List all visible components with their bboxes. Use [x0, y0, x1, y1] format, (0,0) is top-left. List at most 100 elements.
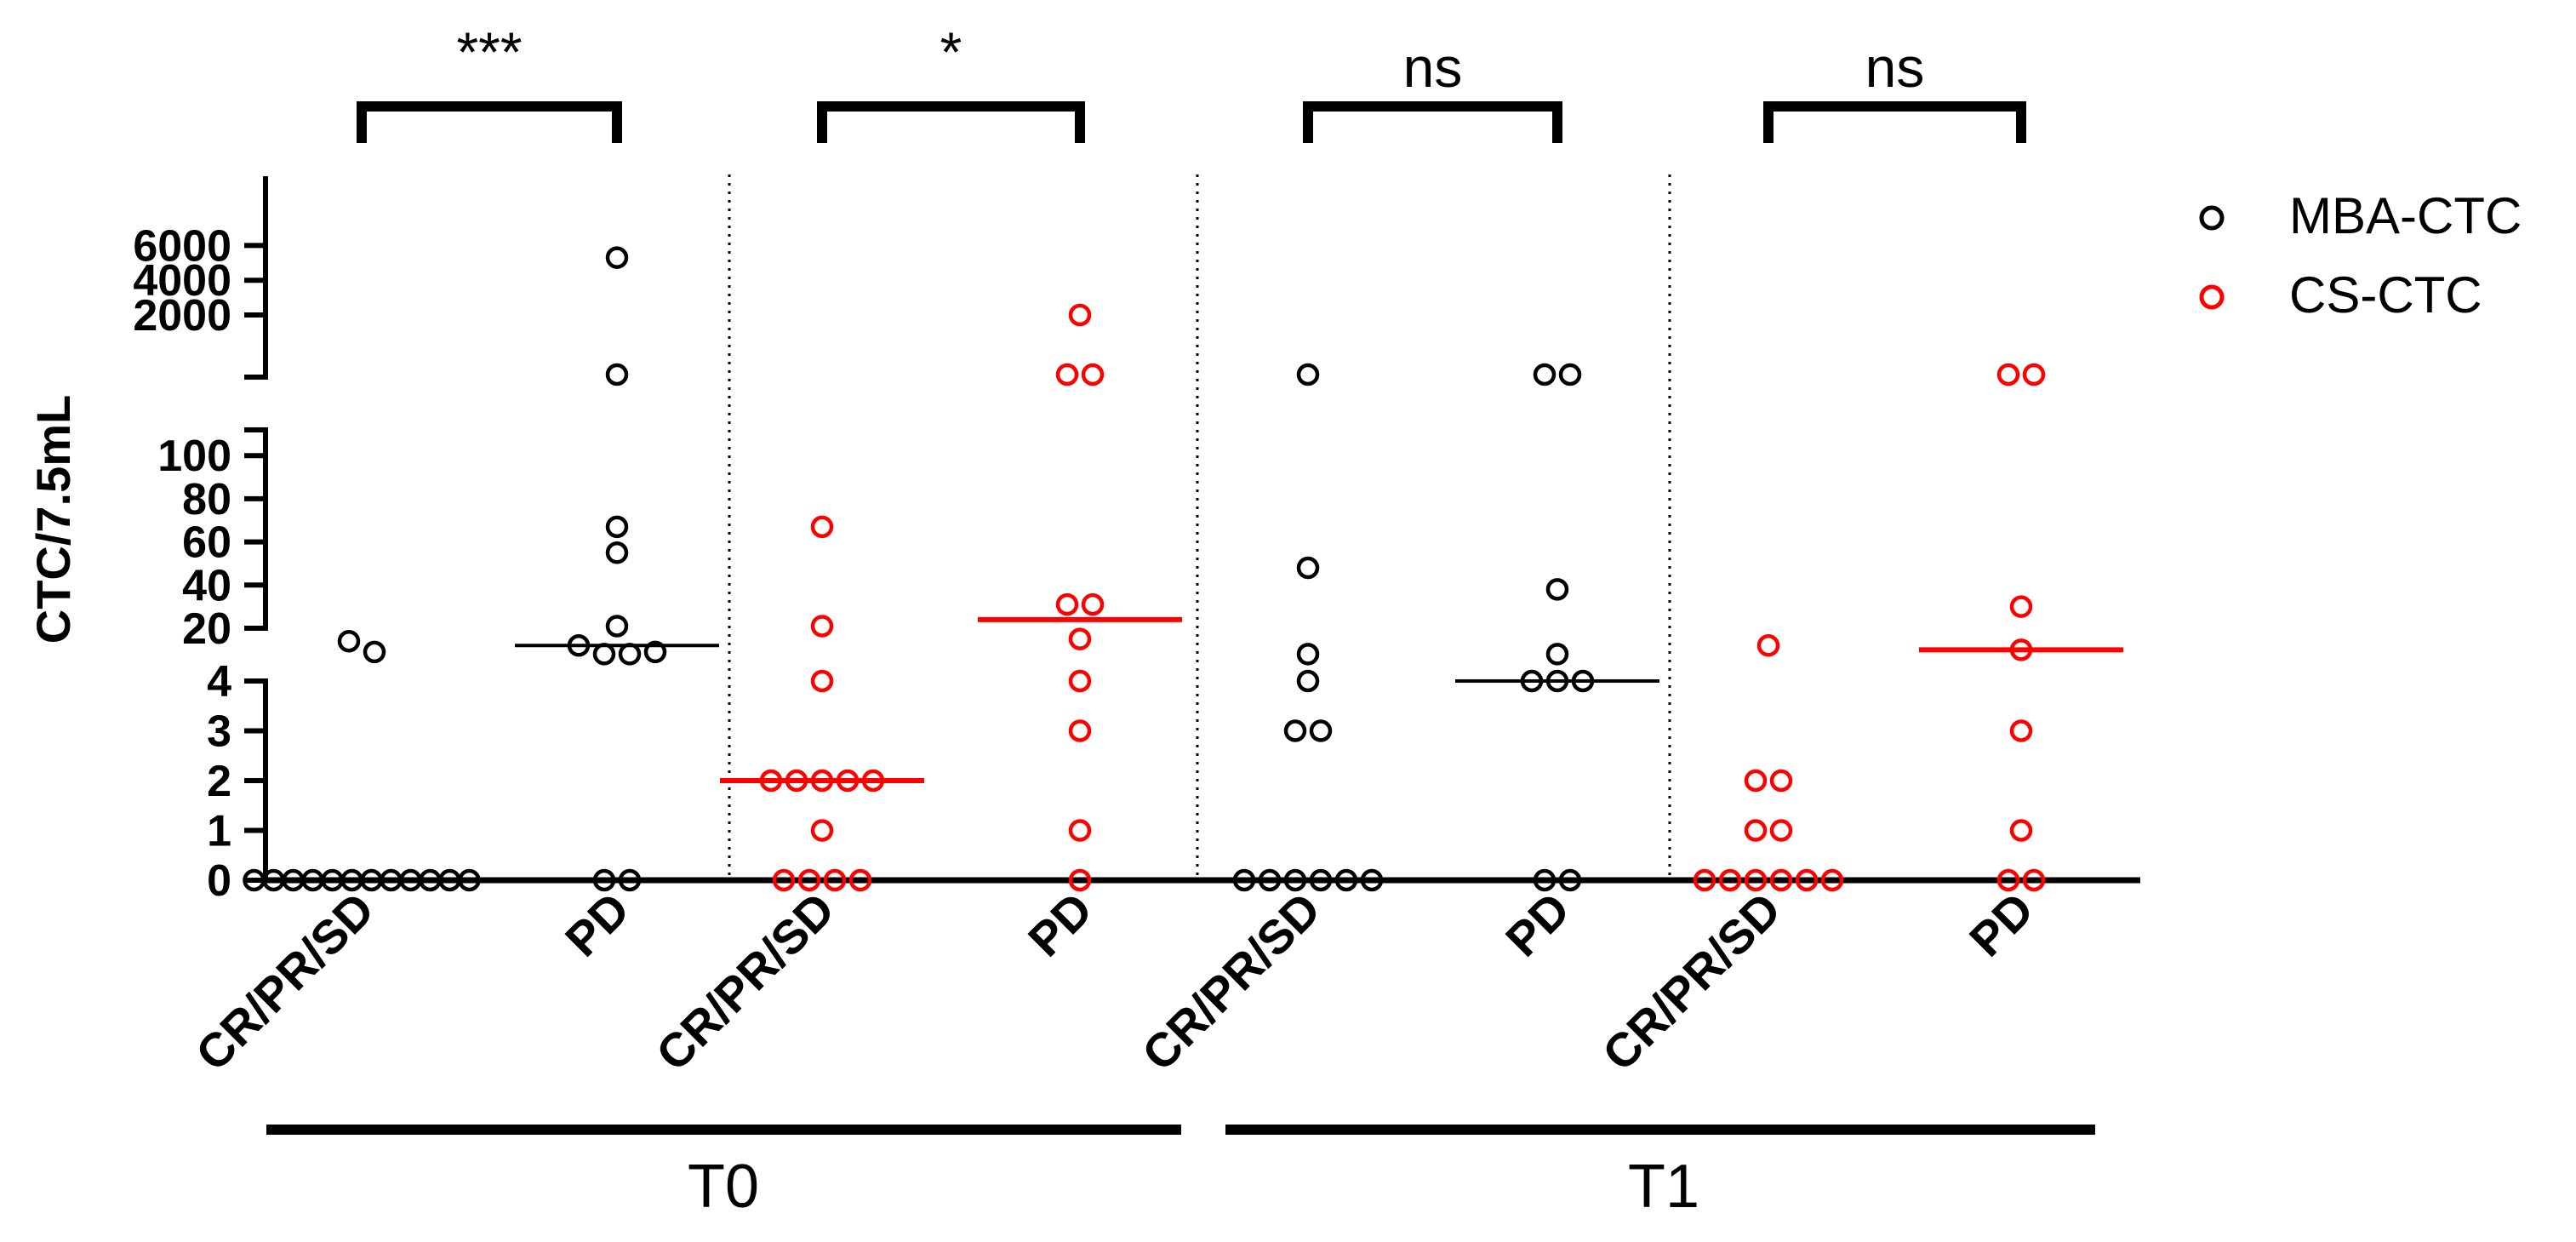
data-point: [1068, 303, 1092, 327]
data-point: [1296, 669, 1320, 693]
data-point: [592, 868, 616, 892]
data-point: [810, 669, 834, 693]
data-point: [618, 868, 642, 892]
data-point: [605, 615, 629, 638]
data-point: [2022, 868, 2046, 892]
x-category-label: PD: [555, 882, 640, 967]
y-tick-label: 0: [207, 856, 231, 906]
data-point: [848, 868, 872, 892]
x-category-label: PD: [1959, 882, 2044, 967]
data-point: [1820, 868, 1844, 892]
x-category-label: CR/PR/SD: [1132, 882, 1331, 1081]
data-point: [772, 868, 796, 892]
y-tick-label: 80: [182, 475, 231, 524]
data-point: [605, 541, 629, 564]
time-label-t1: T1: [1628, 1153, 1699, 1221]
data-point: [1769, 819, 1793, 842]
data-point: [2009, 595, 2033, 618]
significance-bracket: [1303, 101, 1562, 143]
significance-label: *: [940, 20, 962, 83]
data-point: [2009, 819, 2033, 842]
data-point: [1533, 363, 1556, 386]
points-layer: *** * ns ns: [243, 20, 2123, 892]
y-tick-label: 20: [182, 604, 231, 654]
data-point: [1718, 868, 1742, 892]
data-point: [1055, 592, 1079, 616]
data-point: [1769, 769, 1793, 793]
data-point: [1309, 719, 1333, 742]
data-point: [1283, 868, 1307, 892]
data-point: [1068, 669, 1092, 693]
data-point: [1545, 643, 1569, 666]
data-point: [1296, 643, 1320, 666]
data-point: [643, 640, 667, 664]
data-point: [1055, 363, 1079, 386]
significance-bracket: [357, 101, 622, 143]
panel-3: ns: [1232, 36, 1659, 892]
data-point: [2009, 719, 2033, 742]
legend: MBA-CTC CS-CTC: [2199, 187, 2522, 323]
x-category-label: PD: [1495, 882, 1580, 967]
data-point: [810, 515, 834, 539]
y-tick-label: 2000: [133, 291, 231, 341]
data-point: [1769, 868, 1793, 892]
data-point: [1081, 363, 1105, 386]
legend-label-cs-ctc: CS-CTC: [2289, 266, 2482, 323]
y-tick-label: 6000: [133, 221, 231, 271]
data-point: [2022, 363, 2046, 386]
data-point: [1296, 363, 1320, 386]
data-point: [1545, 578, 1569, 601]
significance-bracket: [817, 101, 1085, 143]
data-point: [1309, 868, 1333, 892]
panel-4: ns: [1693, 36, 2123, 892]
time-label-t0: T0: [688, 1153, 759, 1221]
data-point: [592, 643, 616, 666]
x-category-label: CR/PR/SD: [186, 882, 385, 1081]
data-point: [1693, 868, 1716, 892]
panel-2: *: [720, 20, 1182, 892]
significance-label: ***: [456, 20, 522, 83]
x-category-label: CR/PR/SD: [646, 882, 845, 1081]
y-tick-label: 4000: [133, 256, 231, 306]
legend-marker-cs-ctc: [2199, 284, 2225, 310]
data-point: [605, 515, 629, 539]
data-point: [1756, 634, 1780, 657]
data-point: [1334, 868, 1358, 892]
data-point: [810, 615, 834, 638]
data-point: [605, 363, 629, 386]
data-point: [1744, 819, 1768, 842]
data-point: [337, 629, 361, 653]
panel-1: ***: [243, 20, 719, 892]
data-point: [1533, 868, 1556, 892]
significance-label: ns: [1865, 36, 1925, 99]
data-point: [797, 868, 821, 892]
legend-label-mba-ctc: MBA-CTC: [2289, 187, 2522, 244]
x-category-label: CR/PR/SD: [1592, 882, 1791, 1081]
data-point: [1068, 627, 1092, 650]
data-point: [1283, 719, 1307, 742]
y-tick-label: 100: [157, 432, 231, 481]
data-point: [363, 640, 386, 664]
data-point: [458, 868, 481, 892]
data-point: [1795, 868, 1819, 892]
data-point: [1744, 769, 1768, 793]
axis-layer: [244, 175, 2140, 884]
data-point: [605, 246, 629, 269]
data-point: [1068, 868, 1092, 892]
data-point: [1081, 592, 1105, 616]
time-group-t1: T1: [1225, 1125, 2095, 1221]
significance-label: ns: [1403, 36, 1463, 99]
data-point: [1996, 363, 2020, 386]
significance-bracket: [1763, 101, 2026, 143]
data-point: [1068, 719, 1092, 742]
legend-marker-mba-ctc: [2199, 205, 2225, 231]
data-point: [618, 643, 642, 666]
data-point: [1232, 868, 1256, 892]
data-point: [1558, 363, 1582, 386]
y-tick-label: 4: [207, 657, 231, 707]
data-point: [810, 819, 834, 842]
data-point: [1744, 868, 1768, 892]
data-point: [1068, 819, 1092, 842]
